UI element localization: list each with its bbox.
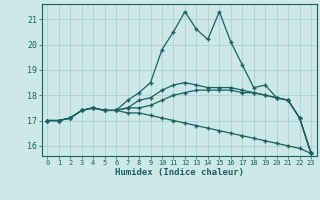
X-axis label: Humidex (Indice chaleur): Humidex (Indice chaleur): [115, 168, 244, 177]
